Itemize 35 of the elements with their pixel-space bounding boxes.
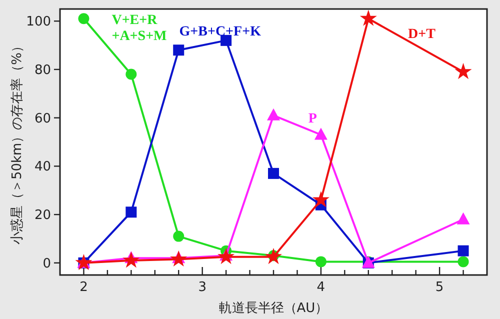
point: [315, 256, 326, 268]
x-tick-label: 5: [435, 280, 444, 295]
point: [264, 248, 282, 264]
point: [170, 250, 188, 267]
x-tick-label: 2: [80, 280, 88, 295]
point: [267, 108, 280, 120]
point: [78, 13, 90, 24]
point: [126, 206, 137, 218]
y-tick-label: 60: [34, 111, 51, 126]
series-label: P: [308, 112, 318, 127]
point: [454, 62, 472, 80]
series-label: D+T: [408, 27, 436, 42]
x-tick-label: 4: [316, 280, 326, 295]
point: [218, 248, 235, 264]
series-label: V+E+R +A+S+M: [112, 12, 167, 44]
y-tick-label: 40: [34, 160, 51, 175]
y-tick-label: 80: [34, 62, 51, 78]
y-axis-title: 小惑星（＞50km）の存在率（%）: [9, 39, 25, 245]
point: [173, 44, 184, 56]
y-tick-label: 100: [26, 14, 51, 30]
point: [268, 168, 279, 179]
point: [126, 68, 137, 80]
series-label: G+B+C+F+K: [179, 24, 262, 40]
x-tick-label: 3: [198, 280, 206, 295]
point: [458, 245, 469, 256]
y-tick-label: 20: [34, 208, 51, 224]
point: [312, 191, 330, 208]
x-axis-title: 軌道長半径（AU）: [218, 301, 328, 316]
y-tick-label: 0: [42, 256, 51, 272]
point: [458, 256, 469, 268]
point: [122, 252, 140, 268]
point: [173, 230, 184, 242]
point: [360, 10, 377, 26]
point: [314, 128, 328, 140]
point: [456, 212, 470, 224]
